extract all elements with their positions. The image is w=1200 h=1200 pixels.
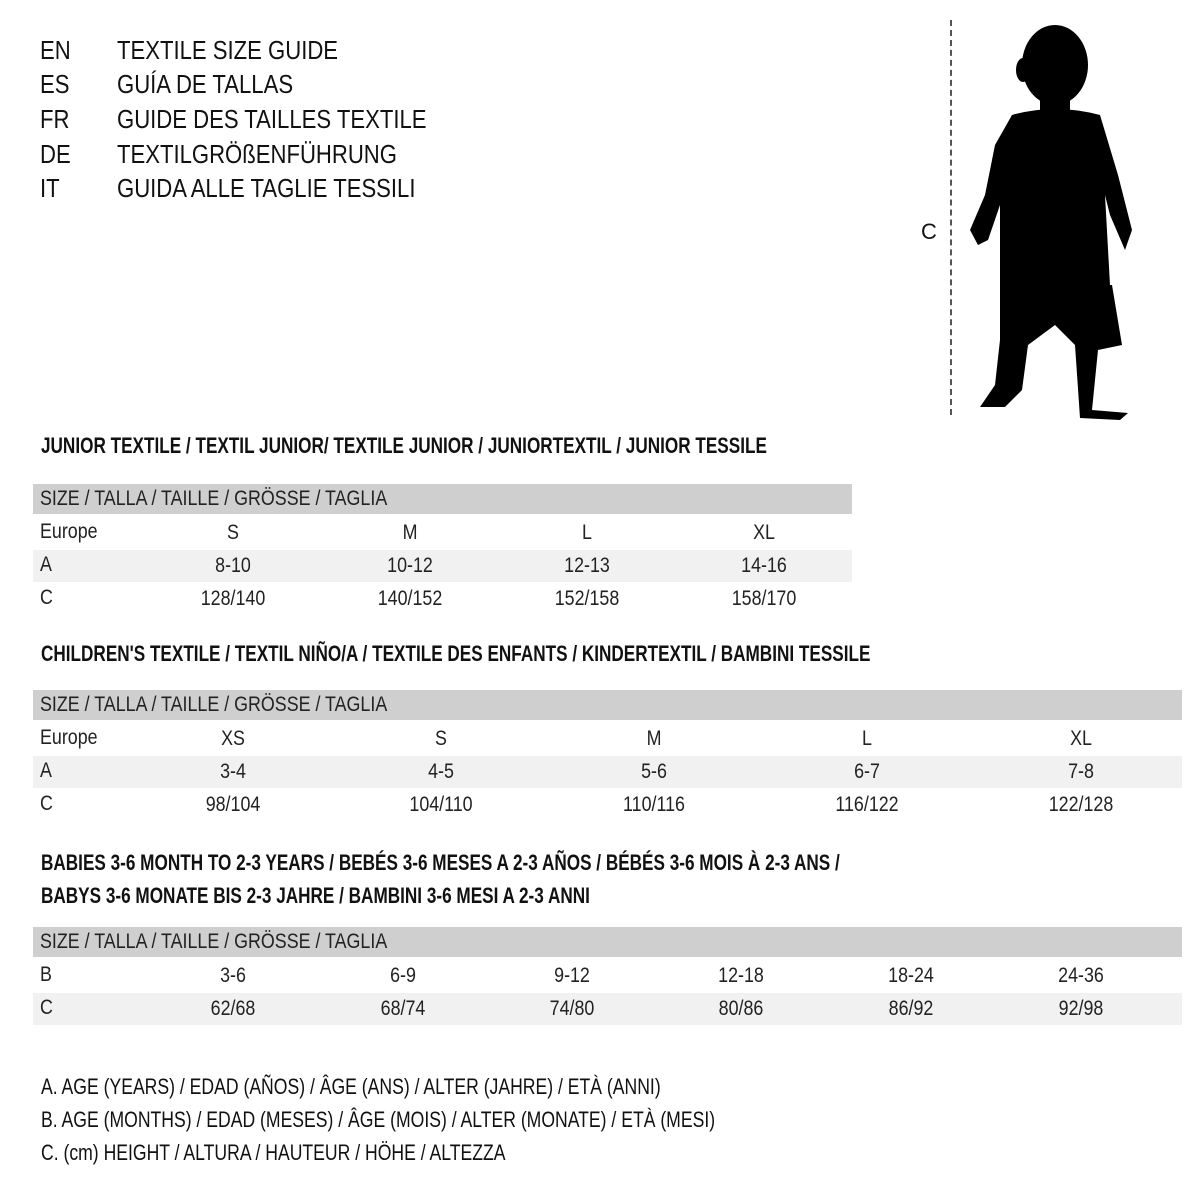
section-title-line2: BABYS 3-6 MONATE BIS 2-3 JAHRE / BAMBINI… [41,883,590,908]
table-cell: XL [1070,727,1092,750]
table-cell: 5-6 [641,760,667,783]
table-cell: S [435,727,447,750]
table-cell: 18-24 [888,964,934,987]
title-text: GUIDE DES TAILLES TEXTILE [117,104,427,134]
table-header-row: SIZE / TALLA / TAILLE / GRÖSSE / TAGLIA [33,927,1182,957]
row-label: Europe [40,520,98,543]
table-header-row: SIZE / TALLA / TAILLE / GRÖSSE / TAGLIA [33,690,1182,720]
table-cell: 12-18 [718,964,764,987]
lang-code: IT [40,173,60,203]
section-title: CHILDREN'S TEXTILE / TEXTIL NIÑO/A / TEX… [41,641,871,666]
table-cell: 24-36 [1058,964,1104,987]
lang-code: EN [40,35,71,65]
table-cell: 122/128 [1048,793,1114,816]
table-cell: 3-4 [220,760,246,783]
table-cell: 158/170 [731,587,797,610]
table-cell: M [646,727,662,750]
table-header-row: SIZE / TALLA / TAILLE / GRÖSSE / TAGLIA [33,484,852,514]
section-title: BABIES 3-6 MONTH TO 2-3 YEARS / BEBÉS 3-… [41,850,840,875]
title-text: TEXTILGRÖßENFÜHRUNG [117,139,397,169]
row-label: Europe [40,726,98,749]
table-row: C 98/104 104/110 110/116 116/122 122/128 [33,789,1182,821]
title-text: GUIDA ALLE TAGLIE TESSILI [117,173,416,203]
height-label: C [921,219,937,244]
title-text: GUÍA DE TALLAS [117,69,294,99]
table-cell: 14-16 [741,554,787,577]
table-row: A 8-10 10-12 12-13 14-16 [33,550,852,582]
legend-item: B. AGE (MONTHS) / EDAD (MESES) / ÂGE (MO… [41,1107,716,1132]
table-row: A 3-4 4-5 5-6 6-7 7-8 [33,756,1182,788]
table-cell: 6-9 [390,964,416,987]
lang-code: ES [40,69,70,99]
table-cell: 80/86 [718,997,764,1020]
section-title: JUNIOR TEXTILE / TEXTIL JUNIOR/ TEXTILE … [41,433,767,458]
row-label: A [40,553,52,576]
table-cell: L [862,727,872,750]
table-cell: XL [753,521,775,544]
table-cell: 128/140 [200,587,266,610]
table-cell: 8-10 [215,554,251,577]
child-silhouette-icon [970,25,1132,420]
table-row: Europe S M L XL [33,517,852,549]
table-cell: 10-12 [387,554,433,577]
legend-item: C. (cm) HEIGHT / ALTURA / HAUTEUR / HÖHE… [41,1140,506,1165]
table-cell: 116/122 [835,793,899,816]
table-row: B 3-6 6-9 9-12 12-18 18-24 24-36 [33,960,1182,992]
table-cell: 62/68 [210,997,256,1020]
table-cell: L [582,521,592,544]
table-cell: 92/98 [1058,997,1104,1020]
table-cell: 7-8 [1068,760,1094,783]
title-text: TEXTILE SIZE GUIDE [117,35,339,65]
row-label: B [40,963,52,986]
table-cell: XS [221,727,245,750]
table-cell: 9-12 [554,964,590,987]
table-cell: 4-5 [428,760,454,783]
table-header: SIZE / TALLA / TAILLE / GRÖSSE / TAGLIA [40,487,388,510]
table-cell: 98/104 [205,793,261,816]
row-label: C [40,996,53,1019]
table-cell: S [227,521,239,544]
row-label: C [40,792,53,815]
row-label: C [40,586,53,609]
table-cell: 104/110 [409,793,473,816]
table-cell: 6-7 [854,760,880,783]
table-header: SIZE / TALLA / TAILLE / GRÖSSE / TAGLIA [40,693,388,716]
table-cell: 74/80 [549,997,595,1020]
table-cell: 140/152 [377,587,443,610]
legend-item: A. AGE (YEARS) / EDAD (AÑOS) / ÂGE (ANS)… [41,1074,661,1099]
table-header: SIZE / TALLA / TAILLE / GRÖSSE / TAGLIA [40,930,388,953]
row-label: A [40,759,52,782]
table-cell: M [402,521,418,544]
table-cell: 110/116 [623,793,685,816]
table-row: C 62/68 68/74 74/80 80/86 86/92 92/98 [33,993,1182,1025]
table-cell: 68/74 [380,997,426,1020]
table-row: Europe XS S M L XL [33,723,1182,755]
table-cell: 12-13 [564,554,610,577]
lang-code: FR [40,104,70,134]
table-cell: 86/92 [888,997,934,1020]
table-cell: 3-6 [220,964,246,987]
table-row: C 128/140 140/152 152/158 158/170 [33,583,852,615]
height-dashed-line [950,20,952,415]
lang-code: DE [40,139,71,169]
table-cell: 152/158 [554,587,620,610]
